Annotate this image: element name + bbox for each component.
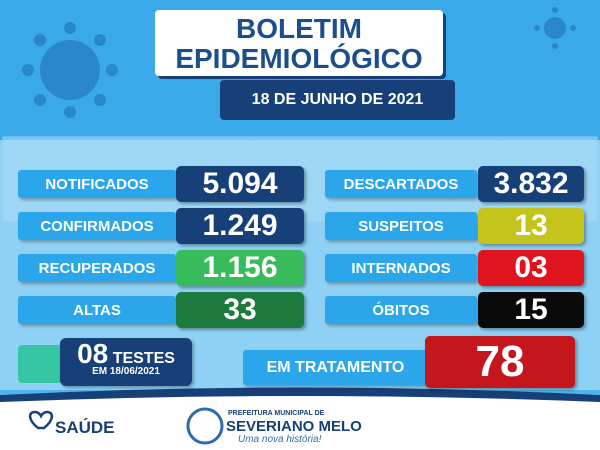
city-emblem (186, 407, 224, 445)
virus-icon (22, 22, 118, 118)
title-line: EPIDEMIOLÓGICO (175, 43, 423, 74)
virus-icon-small (534, 7, 576, 49)
stat-label: INTERNADOS (325, 254, 477, 282)
stat-label: NOTIFICADOS (18, 170, 176, 198)
tests-box: 08 TESTES EM 18/06/2021 (60, 338, 192, 386)
stat-label: RECUPERADOS (18, 254, 176, 282)
date: 18 DE JUNHO DE 2021 (220, 80, 455, 120)
footer-curve (0, 387, 600, 402)
stat-label: CONFIRMADOS (18, 212, 176, 240)
stat-label: DESCARTADOS (325, 170, 477, 198)
treatment-value: 78 (425, 336, 575, 388)
treatment-label: EM TRATAMENTO (243, 350, 428, 385)
city-name: SEVERIANO MELO (226, 418, 362, 435)
tests-accent (18, 345, 68, 383)
title-line: BOLETIM (236, 13, 362, 44)
stat-label: SUSPEITOS (325, 212, 477, 240)
city-slogan: Uma nova história! (238, 434, 322, 445)
health-logo: SAÚDE (55, 418, 115, 437)
tests-date: EM 18/06/2021 (92, 366, 160, 377)
stat-value: 13 (478, 208, 584, 244)
stat-value: 1.249 (176, 208, 304, 244)
stat-value: 15 (478, 292, 584, 328)
city-prefix: PREFEITURA MUNICIPAL DE (228, 410, 325, 417)
tests-value: 08 (77, 338, 109, 369)
stat-label: ÓBITOS (325, 296, 477, 324)
title-box: BOLETIM EPIDEMIOLÓGICO (155, 10, 443, 76)
stat-value: 3.832 (478, 166, 584, 202)
footer-bg (0, 390, 600, 450)
stat-value: 5.094 (176, 166, 304, 202)
tests-label: TESTES (112, 350, 175, 367)
stat-value: 03 (478, 250, 584, 286)
stat-value: 1.156 (176, 250, 304, 286)
stat-value: 33 (176, 292, 304, 328)
heart-icon (28, 410, 54, 430)
stat-label: ALTAS (18, 296, 176, 324)
